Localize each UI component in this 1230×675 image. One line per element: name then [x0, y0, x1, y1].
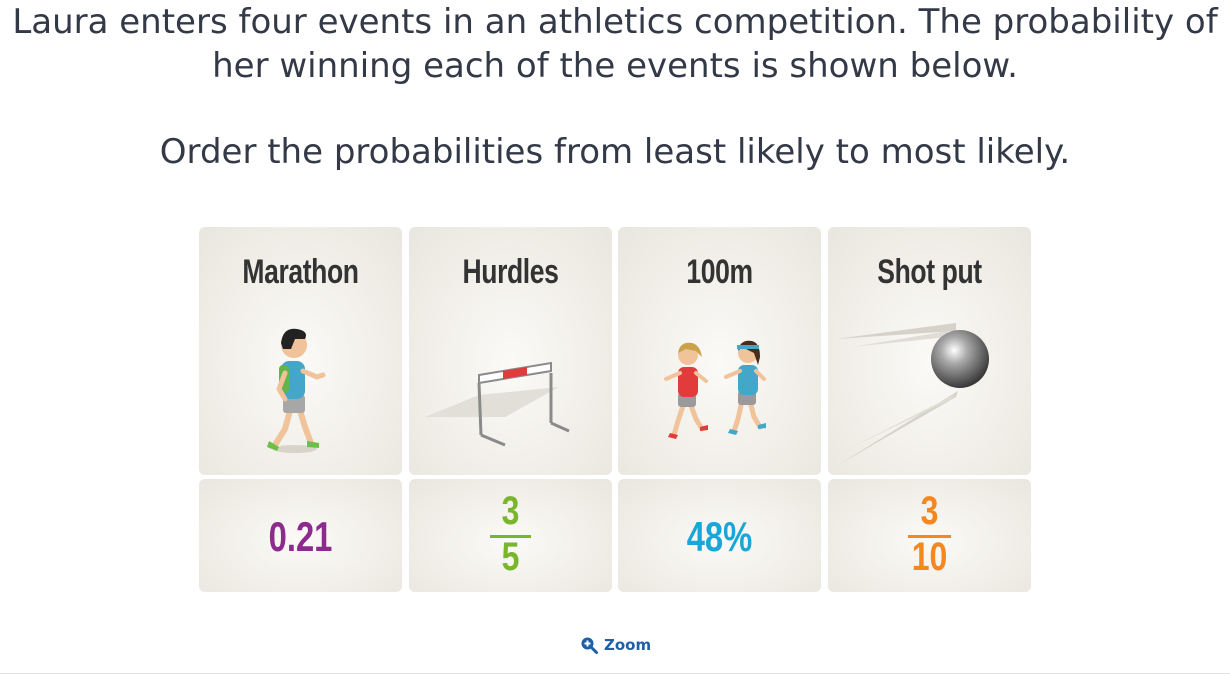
shot-put-probability-card: 3 10	[828, 479, 1031, 592]
divider	[0, 673, 1230, 674]
shot-put-probability: 3 10	[828, 489, 1031, 585]
shot-put-numerator: 3	[920, 489, 939, 533]
100m-probability: 48%	[686, 513, 753, 560]
hurdles-title: Hurdles	[462, 253, 559, 291]
question-instruction: Order the probabilities from least likel…	[159, 132, 1071, 172]
zoom-button[interactable]: Zoom	[580, 634, 651, 656]
hurdles-probability-card: 3 5	[409, 479, 612, 592]
shot-put-denominator: 10	[911, 535, 948, 579]
marathon-title: Marathon	[242, 253, 359, 291]
event-cards: Marathon 0.21 Hurdles	[199, 227, 1032, 592]
hurdles-probability: 3 5	[409, 489, 612, 585]
100m-title: 100m	[686, 253, 753, 291]
shot-put-ball-icon	[836, 323, 989, 465]
marathon-probability-card: 0.21	[199, 479, 402, 592]
shot-put-title: Shot put	[877, 253, 982, 291]
100m-card: 100m	[618, 227, 821, 475]
zoom-label: Zoom	[604, 636, 652, 654]
hurdles-denominator: 5	[501, 535, 520, 579]
sprinters-icon	[664, 340, 766, 439]
fraction-bar	[490, 535, 531, 538]
zoom-in-icon	[581, 637, 598, 654]
marathon-probability: 0.21	[268, 513, 333, 560]
hurdles-numerator: 3	[501, 489, 520, 533]
question-line-2: her winning each of the events is shown …	[212, 46, 1018, 86]
hurdles-card: Hurdles	[409, 227, 612, 475]
marathon-card: Marathon	[199, 227, 402, 475]
hurdle-icon	[425, 361, 570, 447]
shot-put-card: Shot put	[828, 227, 1031, 475]
runner-icon	[267, 328, 326, 453]
100m-probability-card: 48%	[618, 479, 821, 592]
question-line-1: Laura enters four events in an athletics…	[12, 2, 1218, 42]
fraction-bar	[908, 535, 951, 538]
